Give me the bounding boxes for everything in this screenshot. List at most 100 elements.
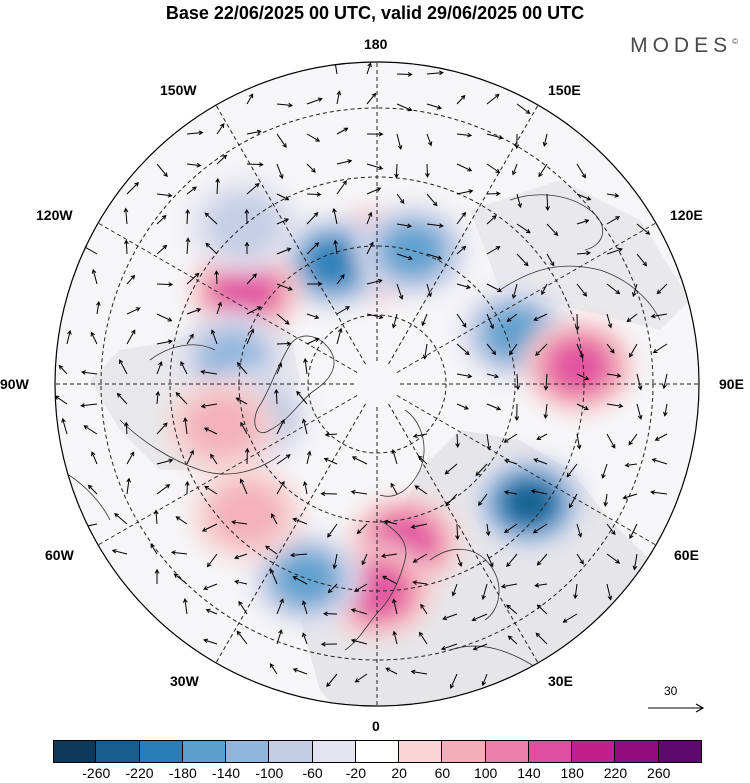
wind-arrow <box>185 208 190 225</box>
wind-arrow <box>456 211 466 225</box>
wind-arrow <box>170 550 188 555</box>
meridian-line <box>97 395 358 546</box>
wind-arrow <box>175 391 188 405</box>
colorbar-segment <box>399 740 443 763</box>
wind-arrow <box>116 392 128 405</box>
wind-arrow <box>205 242 218 255</box>
anomaly-blob <box>306 240 359 286</box>
wind-arrow <box>332 62 338 75</box>
wind-arrow <box>606 373 622 378</box>
colorbar-segment <box>226 740 270 763</box>
wind-arrow <box>156 244 168 255</box>
anomaly-blob <box>550 342 607 391</box>
wind-arrow <box>636 403 643 420</box>
wind-arrow <box>636 223 651 235</box>
wind-arrow <box>351 456 368 465</box>
wind-arrow <box>481 673 488 687</box>
wind-arrow <box>650 490 668 495</box>
meridian-line <box>97 222 358 373</box>
wind-arrow <box>87 484 98 495</box>
wind-arrow <box>503 458 518 465</box>
wind-arrow <box>606 313 613 329</box>
colorbar-segment <box>572 740 616 763</box>
wind-arrow <box>576 553 584 565</box>
wind-arrow <box>396 72 413 77</box>
wind-arrow <box>153 509 159 525</box>
wind-arrow <box>269 663 278 675</box>
colorbar-segment <box>139 740 183 763</box>
lon-label-90w: 90W <box>0 376 29 392</box>
wind-arrow <box>392 630 398 645</box>
colorbar-tick-label: -100 <box>255 765 284 781</box>
wind-arrow <box>246 182 260 195</box>
wind-arrow <box>385 667 398 675</box>
anomaly-blob <box>183 393 260 458</box>
wind-arrow <box>426 253 443 260</box>
wind-arrow <box>214 270 219 285</box>
wind-arrow <box>366 313 384 320</box>
wind-arrow <box>126 329 136 345</box>
wind-arrow <box>91 451 98 465</box>
wind-arrow <box>410 669 428 675</box>
colorbar-segment <box>96 740 140 763</box>
wind-arrow <box>573 583 578 600</box>
wind-arrow <box>155 390 161 405</box>
wind-arrow <box>366 241 374 255</box>
wind-arrow <box>601 463 608 479</box>
lon-label-180: 180 <box>364 36 388 52</box>
wind-arrow <box>350 608 368 615</box>
wind-arrow <box>456 403 469 410</box>
wind-arrow <box>336 306 351 315</box>
wind-arrow <box>126 451 135 465</box>
wind-arrow <box>276 480 285 495</box>
wind-arrow <box>503 433 518 443</box>
wind-arrow <box>202 583 218 591</box>
wind-arrow <box>456 553 463 567</box>
wind-arrow <box>156 422 168 435</box>
wind-arrow <box>186 130 204 136</box>
lon-label-60w: 60W <box>45 547 74 563</box>
wind-arrow <box>576 523 583 538</box>
wind-arrow <box>426 223 444 228</box>
wind-arrow <box>576 373 590 381</box>
wind-arrow <box>636 253 648 267</box>
wind-arrow <box>451 583 458 597</box>
colorbar-segment <box>53 740 97 763</box>
meridian-line <box>396 395 657 546</box>
wind-arrow <box>239 478 248 495</box>
meridian-line <box>215 104 366 365</box>
wind-arrow <box>296 390 308 405</box>
colorbar-tick-label: -60 <box>302 765 323 781</box>
wind-arrow <box>240 421 248 435</box>
wind-arrow <box>244 447 250 465</box>
wind-arrow <box>156 361 163 375</box>
wind-arrow <box>603 493 609 507</box>
wind-arrow <box>320 641 338 647</box>
wind-arrow <box>486 93 500 105</box>
wind-arrow <box>306 133 321 142</box>
wind-arrow <box>392 598 398 615</box>
wind-arrow <box>126 181 139 195</box>
wind-arrow <box>236 362 248 375</box>
wind-arrow <box>624 462 638 468</box>
wind-arrow <box>156 214 167 225</box>
wind-arrow <box>530 489 548 495</box>
wind-arrow <box>292 576 308 585</box>
wind-arrow <box>204 485 218 495</box>
wind-arrow <box>654 433 668 441</box>
map-title: Base 22/06/2025 00 UTC, valid 29/06/2025… <box>165 3 585 23</box>
wind-arrow <box>271 513 278 525</box>
colorbar-segment <box>355 740 400 763</box>
wind-arrow <box>546 223 559 237</box>
wind-arrow <box>274 388 279 405</box>
wind-arrow <box>354 673 368 683</box>
wind-arrow <box>606 343 615 354</box>
wind-arrow <box>246 328 255 345</box>
meridian-line <box>388 104 539 365</box>
wind-arrow <box>246 129 262 135</box>
wind-arrow <box>204 212 218 225</box>
wind-arrow <box>606 433 616 449</box>
wind-arrow <box>186 186 197 195</box>
wind-arrow <box>186 272 200 285</box>
wind-arrow <box>366 211 373 225</box>
